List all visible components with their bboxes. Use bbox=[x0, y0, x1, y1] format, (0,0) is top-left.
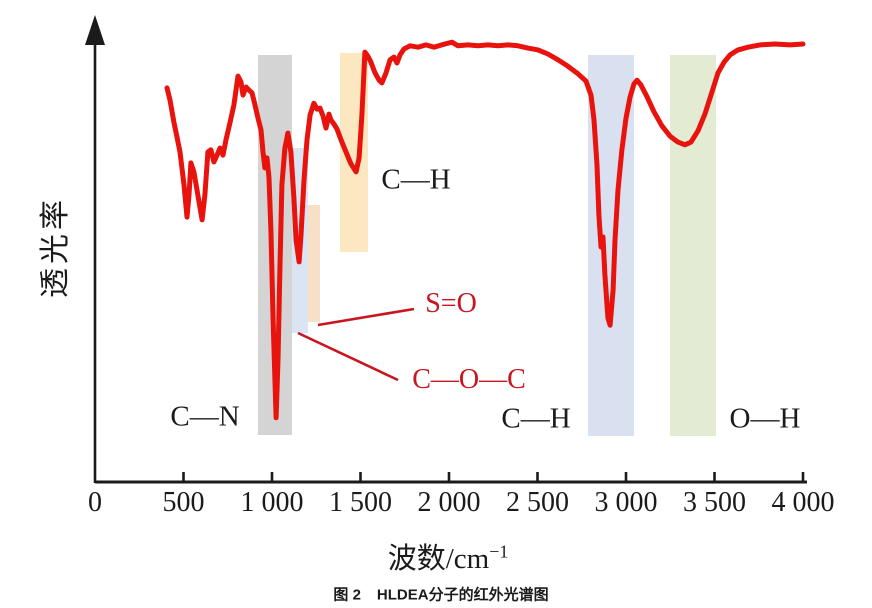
x-axis-title-text: 波数/cm bbox=[387, 543, 490, 575]
band-label-2: C—H bbox=[501, 402, 571, 435]
x-axis-tick-label: 4 000 bbox=[771, 487, 835, 518]
band-label-1: C—H bbox=[381, 163, 451, 196]
x-axis-tick-label: 2 500 bbox=[506, 487, 569, 518]
annotation-leader-line-1 bbox=[297, 331, 399, 382]
figure-caption-text: HLDEA分子的红外光谱图 bbox=[376, 586, 549, 604]
band-label-3: O—H bbox=[729, 402, 801, 435]
highlight-band-s-o bbox=[308, 205, 320, 322]
annotation-text-0: S=O bbox=[425, 288, 477, 319]
highlight-band-o-h bbox=[670, 55, 716, 436]
x-axis-tick-label: 0 bbox=[88, 487, 102, 518]
figure-caption: 图 2 HLDEA分子的红外光谱图 bbox=[333, 584, 548, 605]
y-axis-title: 透光率 bbox=[39, 196, 72, 298]
x-axis-tick-label: 3 500 bbox=[683, 487, 746, 518]
x-axis-tick-label: 1 500 bbox=[329, 487, 392, 518]
annotation-text-1: C—O—C bbox=[412, 364, 526, 395]
x-axis-title-superscript: −1 bbox=[489, 541, 509, 562]
band-label-0: C—N bbox=[170, 400, 240, 433]
y-axis-arrowhead bbox=[85, 15, 105, 45]
spectrum-curve bbox=[164, 39, 806, 421]
x-axis-tick-label: 2 000 bbox=[417, 487, 481, 518]
x-axis-title: 波数/cm−1 bbox=[388, 535, 509, 577]
figure-caption-number: 图 2 bbox=[333, 586, 361, 604]
x-axis-tick-label: 500 bbox=[162, 487, 205, 518]
x-axis-tick-label: 3 000 bbox=[594, 487, 658, 518]
x-axis-tick-label: 1 000 bbox=[240, 487, 304, 518]
annotation-leader-line-0 bbox=[317, 307, 415, 327]
